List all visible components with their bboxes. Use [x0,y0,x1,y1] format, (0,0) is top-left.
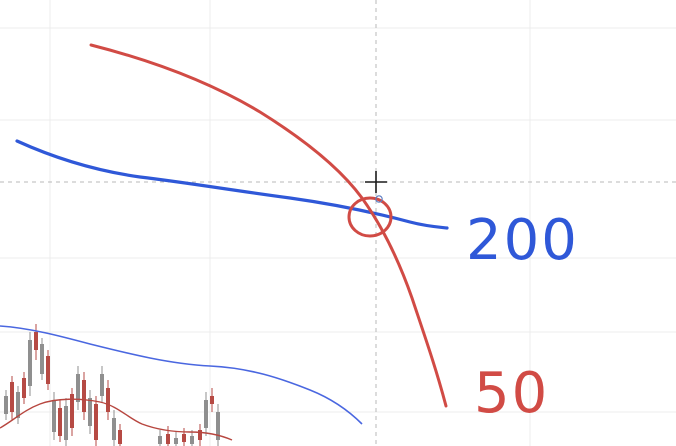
candle-body [190,436,194,444]
candle-body [106,388,110,412]
candle-body [76,374,80,402]
candle-body [58,408,62,436]
candle-body [64,406,68,440]
candle-body [166,434,170,444]
candle-body [204,400,208,428]
candle-body [52,400,56,432]
crossover-circle [347,196,393,238]
candle-body [16,392,20,418]
candle-body [100,374,104,396]
candle-body [28,340,32,386]
label-200: 200 [466,208,579,273]
candle-body [70,394,74,428]
candle-body [112,418,116,440]
drawn-50-ma-line [89,43,448,408]
candle-body [46,356,50,384]
crosshair-cursor-icon [365,171,387,203]
candle-body [4,396,8,414]
candle-body [158,436,162,444]
candle-body [82,380,86,412]
price-ma-red-line [0,398,233,441]
candle-body [94,404,98,440]
candlestick-series [4,324,220,446]
candle-body [10,382,14,412]
label-50: 50 [474,361,549,426]
candle-body [34,332,38,350]
price-ma-blue-line [0,325,363,425]
candle-body [216,412,220,440]
drawn-200-ma-line [15,139,449,230]
candle-body [198,430,202,440]
candle-body [210,396,214,404]
candle-body [174,438,178,444]
candle-body [182,434,186,442]
candle-body [118,430,122,444]
candle-body [22,378,26,398]
candle-body [88,398,92,426]
candle-body [40,344,44,374]
